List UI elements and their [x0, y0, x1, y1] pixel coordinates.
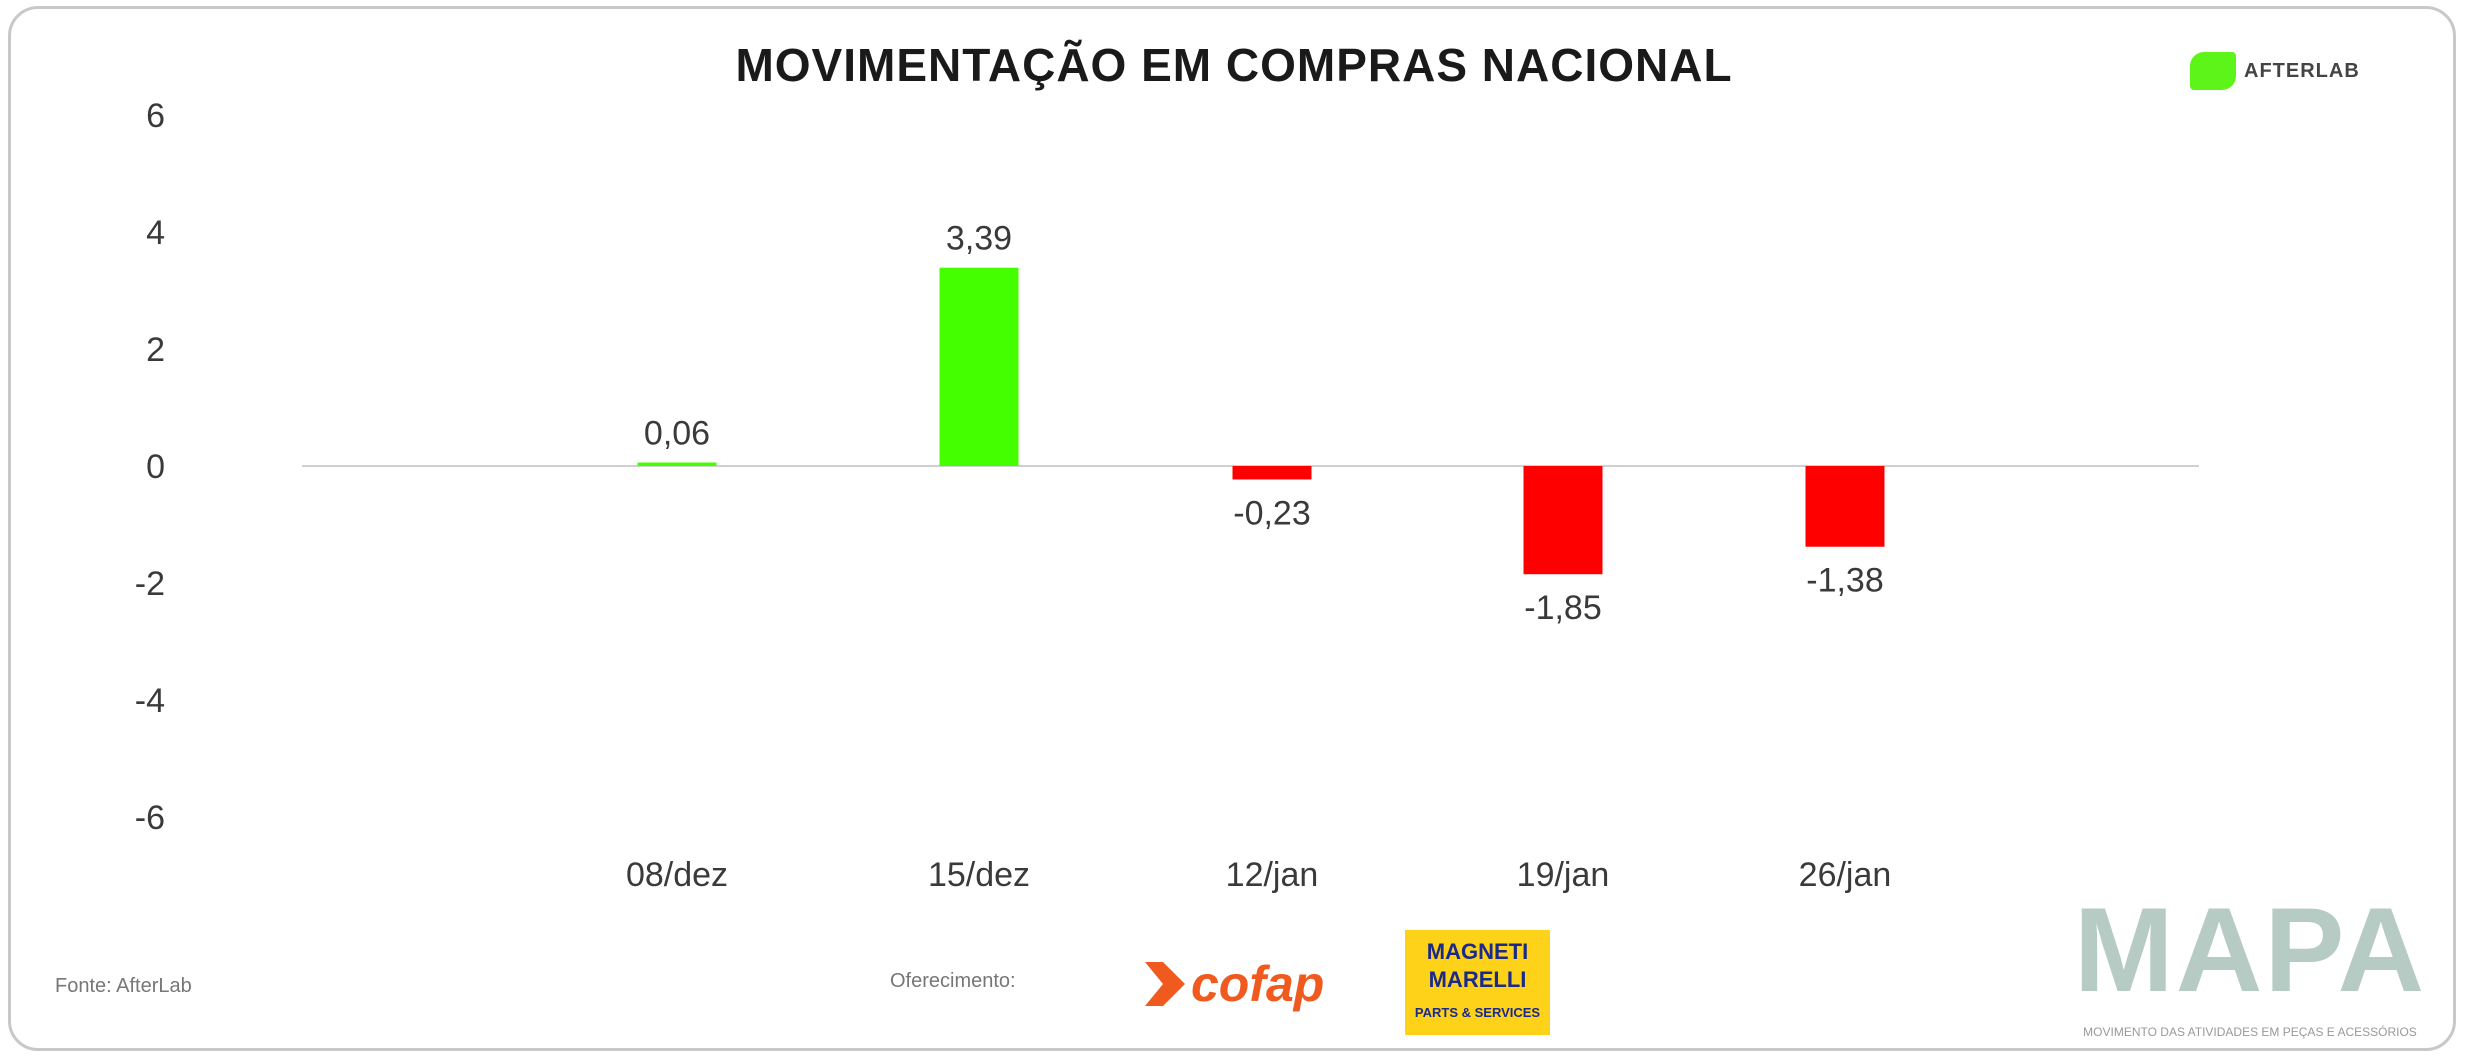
y-tick-label: 6 — [146, 97, 165, 135]
mapa-logo-subtitle: MOVIMENTO DAS ATIVIDADES EM PEÇAS E ACES… — [2083, 1025, 2417, 1039]
bar — [1805, 466, 1885, 547]
bar — [939, 267, 1019, 466]
bar — [1523, 466, 1603, 575]
data-label: -1,85 — [1524, 589, 1602, 627]
y-tick-label: -2 — [135, 565, 165, 603]
x-tick-label: 26/jan — [1799, 856, 1892, 894]
card-frame — [8, 6, 2456, 1051]
x-tick-label: 12/jan — [1226, 856, 1319, 894]
source-note: Fonte: AfterLab — [55, 975, 192, 997]
y-tick-label: -4 — [135, 682, 165, 720]
magneti-marelli-logo: MAGNETI MARELLI PARTS & SERVICES — [1405, 930, 1550, 1035]
mapa-logo-title: MAPA — [2073, 883, 2427, 1017]
y-tick-label: 0 — [146, 448, 165, 486]
bar — [637, 462, 717, 466]
data-label: -0,23 — [1233, 494, 1311, 532]
afterlab-logo-text: AFTERLAB — [2244, 59, 2360, 82]
cofap-mark-icon — [1145, 962, 1185, 1006]
y-tick-label: 2 — [146, 331, 165, 369]
bar — [1232, 466, 1312, 480]
mapa-logo: MAPA MOVIMENTO DAS ATIVIDADES EM PEÇAS E… — [2050, 880, 2450, 1040]
x-tick-label: 19/jan — [1517, 856, 1610, 894]
parts-services-text: PARTS & SERVICES — [1414, 1005, 1541, 1020]
chart-title: MOVIMENTAÇÃO EM COMPRAS NACIONAL — [735, 39, 1733, 91]
afterlab-logo: AFTERLAB — [2190, 52, 2360, 90]
y-tick-label: 4 — [146, 214, 165, 252]
offered-by-label: Oferecimento: — [890, 970, 1016, 992]
magneti-marelli-logo-text: MAGNETI MARELLI — [1426, 939, 1529, 992]
x-tick-label: 08/dez — [626, 856, 728, 894]
x-tick-label: 15/dez — [928, 856, 1030, 894]
cofap-logo: cofap — [1145, 955, 1324, 1013]
data-label: 0,06 — [644, 414, 710, 452]
y-tick-label: -6 — [135, 799, 165, 837]
data-label: 3,39 — [946, 220, 1012, 258]
cofap-logo-text: cofap — [1191, 956, 1325, 1012]
data-label: -1,38 — [1806, 562, 1884, 600]
afterlab-logo-icon — [2190, 52, 2236, 90]
